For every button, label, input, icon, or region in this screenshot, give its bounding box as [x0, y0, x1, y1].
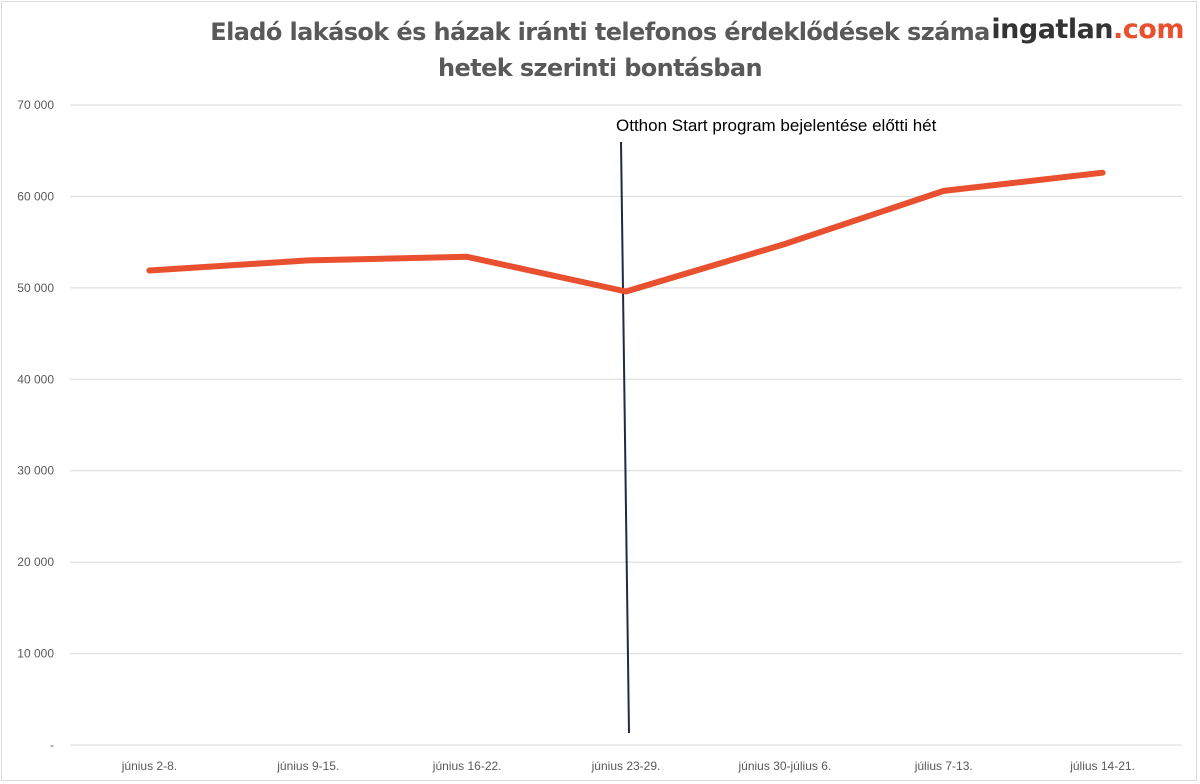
x-tick-label: június 2-8. [121, 759, 177, 773]
x-tick-label: június 30-július 6. [737, 759, 831, 773]
data-point [465, 255, 469, 259]
annotation-line [620, 141, 630, 734]
x-tick-label: július 14-21. [1069, 759, 1135, 773]
y-tick-label: 30 000 [17, 464, 54, 478]
data-point [1101, 171, 1105, 175]
data-point [942, 189, 946, 193]
y-tick-label: 50 000 [17, 281, 54, 295]
data-point [147, 268, 151, 272]
x-tick-label: július 7-13. [914, 759, 973, 773]
annotation-label: Otthon Start program bejelentése előtti … [616, 116, 937, 135]
data-point [783, 242, 787, 246]
x-tick-label: június 23-29. [591, 759, 661, 773]
brand-logo-tld: .com [1113, 14, 1184, 45]
y-tick-label: 10 000 [17, 647, 54, 661]
chart-title-line-2: hetek szerinti bontásban [438, 54, 763, 82]
data-point [306, 258, 310, 262]
data-point [624, 290, 628, 294]
x-tick-label: június 9-15. [276, 759, 339, 773]
chart-title-line-1: Eladó lakások és házak iránti telefonos … [210, 18, 990, 46]
chart-title: Eladó lakások és házak iránti telefonos … [150, 14, 1050, 86]
brand-logo: ingatlan.com [991, 14, 1184, 45]
y-tick-label: - [50, 738, 54, 752]
y-tick-label: 70 000 [17, 98, 54, 112]
y-tick-label: 20 000 [17, 555, 54, 569]
x-tick-label: június 16-22. [432, 759, 502, 773]
series-line [146, 169, 1106, 295]
brand-logo-name: ingatlan [991, 14, 1114, 45]
y-tick-label: 40 000 [17, 372, 54, 386]
y-tick-label: 60 000 [17, 189, 54, 203]
